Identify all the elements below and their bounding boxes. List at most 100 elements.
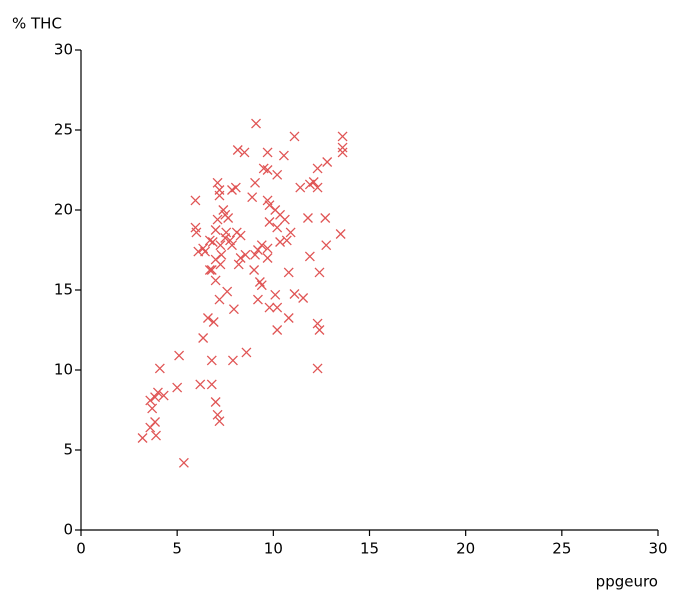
point: [220, 209, 231, 220]
point: [251, 118, 261, 129]
point: [204, 235, 215, 246]
point: [283, 267, 294, 278]
y-tick-label: 15: [54, 281, 73, 299]
point: [283, 313, 294, 323]
point: [262, 147, 273, 158]
point: [214, 294, 225, 305]
point: [210, 225, 221, 235]
point: [137, 433, 148, 443]
point: [227, 355, 238, 366]
point: [256, 240, 267, 251]
point: [232, 145, 243, 155]
point: [172, 382, 183, 393]
point: [337, 147, 348, 158]
point: [239, 147, 250, 158]
point: [264, 200, 275, 211]
point: [279, 214, 290, 225]
point: [222, 286, 233, 297]
point: [206, 355, 217, 366]
x-tick-label: 20: [456, 540, 475, 558]
point: [264, 302, 275, 313]
point: [215, 240, 226, 251]
point: [208, 317, 219, 327]
point: [304, 251, 315, 262]
point: [216, 249, 227, 260]
x-tick-label: 5: [172, 540, 182, 558]
point: [214, 185, 225, 195]
point: [262, 243, 273, 254]
point: [206, 265, 217, 275]
point: [289, 289, 300, 299]
y-axis-label: % THC: [12, 15, 62, 33]
point: [320, 213, 331, 223]
point: [240, 249, 251, 260]
point: [152, 387, 163, 398]
point: [252, 294, 263, 305]
x-axis-label: ppgeuro: [596, 573, 658, 591]
point: [202, 313, 213, 323]
point: [262, 165, 273, 175]
y-tick-label: 25: [54, 121, 73, 139]
point: [147, 403, 158, 414]
y-tick-label: 20: [54, 201, 73, 219]
point: [322, 157, 333, 167]
point: [190, 222, 201, 233]
point: [272, 302, 283, 313]
point: [250, 249, 261, 260]
point: [198, 243, 209, 254]
point: [314, 325, 325, 335]
point: [150, 392, 161, 403]
point: [210, 275, 221, 286]
point: [272, 325, 283, 335]
y-tick-label: 10: [54, 361, 73, 379]
point: [308, 177, 319, 187]
point: [312, 182, 323, 193]
point: [295, 182, 306, 193]
point: [227, 240, 237, 251]
point: [210, 254, 221, 265]
point: [158, 390, 169, 401]
x-tick-label: 30: [648, 540, 667, 558]
point: [235, 253, 246, 263]
point: [221, 227, 232, 238]
point: [314, 267, 325, 278]
point: [204, 265, 215, 275]
point: [337, 131, 348, 142]
x-tick-label: 15: [360, 540, 379, 558]
point: [178, 457, 189, 468]
x-tick-label: 25: [552, 540, 571, 558]
point: [212, 214, 223, 225]
point: [312, 318, 323, 329]
point: [212, 177, 223, 188]
point: [241, 347, 252, 358]
point: [302, 213, 313, 223]
point: [145, 395, 156, 406]
point: [235, 230, 246, 241]
y-tick-label: 0: [63, 521, 73, 539]
point: [228, 304, 239, 315]
point: [193, 246, 204, 257]
point: [312, 363, 323, 374]
point: [198, 333, 209, 343]
point: [298, 293, 309, 303]
point: [249, 265, 260, 275]
point: [212, 409, 223, 420]
y-tick-label: 5: [63, 441, 73, 459]
x-tick-label: 0: [76, 540, 86, 558]
point: [247, 192, 258, 203]
point: [278, 150, 289, 161]
point: [145, 422, 156, 433]
point: [207, 237, 218, 247]
point: [256, 280, 267, 291]
point: [289, 131, 300, 142]
point: [321, 240, 332, 251]
point: [233, 259, 244, 270]
point: [275, 237, 286, 247]
point: [227, 185, 237, 195]
point: [174, 350, 185, 361]
point: [335, 229, 346, 239]
point: [206, 379, 217, 390]
point: [272, 169, 283, 180]
point: [250, 177, 261, 188]
